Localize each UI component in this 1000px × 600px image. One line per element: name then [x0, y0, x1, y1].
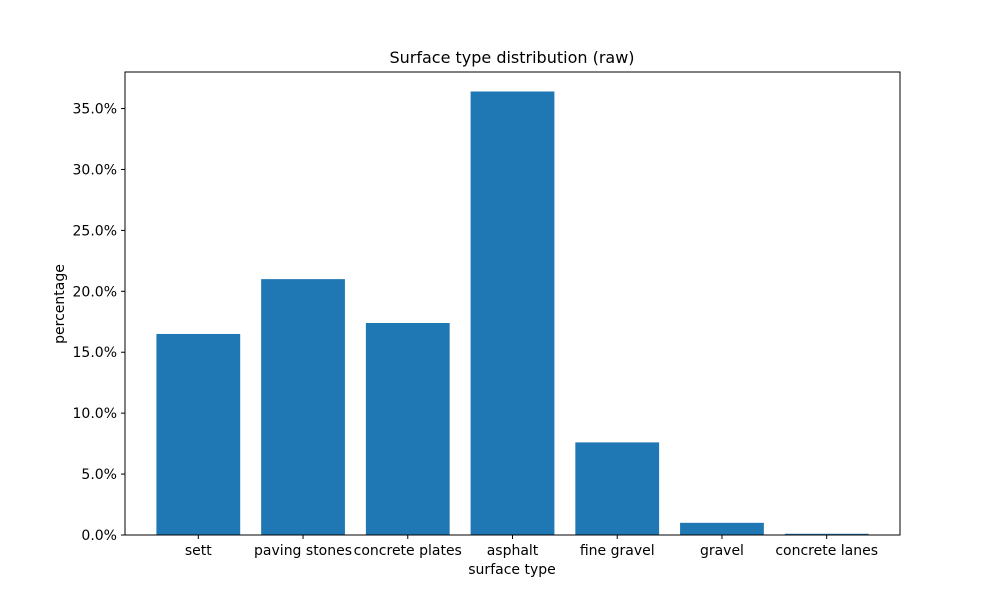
x-tick-label: concrete plates — [354, 543, 462, 559]
y-tick-label: 5.0% — [81, 467, 117, 483]
x-tick-label: fine gravel — [580, 543, 655, 559]
x-tick-label: paving stones — [254, 543, 352, 559]
bar-asphalt — [470, 91, 555, 535]
y-tick-label: 15.0% — [73, 345, 117, 361]
chart-title: Surface type distribution (raw) — [389, 48, 634, 67]
x-tick-label: asphalt — [487, 543, 539, 559]
y-tick-label: 35.0% — [73, 102, 117, 118]
x-tick-label: concrete lanes — [775, 543, 878, 559]
y-tick-label: 0.0% — [81, 528, 117, 544]
x-axis: sett paving stones concrete plates asphalt f… — [185, 535, 878, 559]
bars-group — [156, 91, 869, 535]
bar-gravel — [680, 522, 764, 535]
y-axis: 0.0% 5.0% 10.0% 15.0% 20.0% 25.0% 30.0% 35.0% — [73, 102, 125, 544]
y-tick-label: 25.0% — [73, 223, 117, 239]
bar-concrete-lanes — [784, 533, 869, 535]
y-axis-label: percentage — [52, 264, 68, 344]
y-tick-label: 20.0% — [73, 284, 117, 300]
bar-paving-stones — [261, 279, 345, 535]
bar-concrete-plates — [365, 322, 450, 535]
x-tick-label: sett — [185, 543, 212, 559]
x-axis-label: surface type — [468, 562, 555, 578]
y-tick-label: 10.0% — [73, 406, 117, 422]
bar-sett — [156, 333, 241, 535]
bar-fine-gravel — [575, 442, 660, 535]
x-tick-label: gravel — [700, 543, 744, 559]
y-tick-label: 30.0% — [73, 162, 117, 178]
